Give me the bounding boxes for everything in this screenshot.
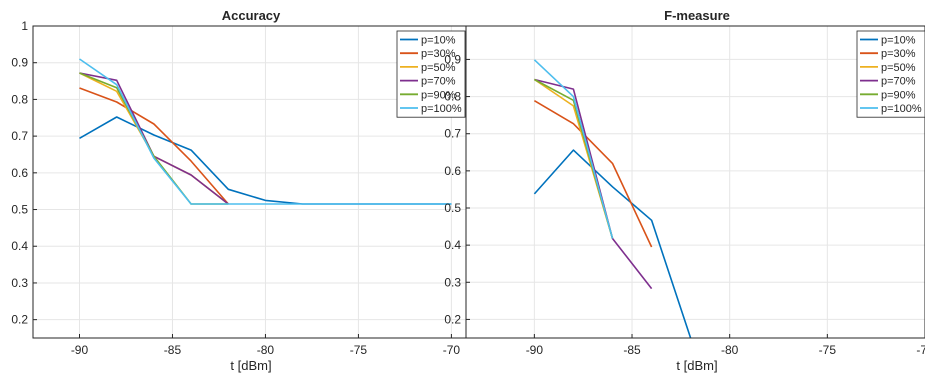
series-group <box>79 58 452 205</box>
legend: p=10%p=30% p=50% p=70%p=90% p=100% <box>856 30 925 118</box>
legend-label: p=90% <box>881 89 916 101</box>
y-tick-label: 0.9 <box>11 56 28 70</box>
legend: p=10%p=30% p=50% p=70%p=90% p=100% <box>396 30 466 118</box>
y-tick-label: 1 <box>21 19 28 33</box>
x-tick-label: -85 <box>623 343 641 357</box>
y-tick-label: 0.4 <box>11 239 28 253</box>
legend-label: p=50% <box>421 62 456 74</box>
y-tick-label: 0.2 <box>444 312 461 326</box>
legend-label: p=30% <box>881 48 916 60</box>
x-tick-label: -70 <box>916 343 925 357</box>
x-tick-label: -75 <box>350 343 368 357</box>
legend-label: p=70% <box>421 76 456 88</box>
x-axis-label: t [dBm] <box>230 358 271 373</box>
x-tick-label: -90 <box>71 343 89 357</box>
series-line <box>533 59 614 239</box>
legend-box <box>396 30 466 118</box>
series-line <box>79 87 229 205</box>
x-tick-label: -80 <box>257 343 275 357</box>
legend-label: p=70% <box>881 76 916 88</box>
y-tick-label: 0.7 <box>444 127 461 141</box>
series-line <box>533 100 653 248</box>
y-tick-label: 0.5 <box>11 203 28 217</box>
y-tick-label: 0.8 <box>444 90 461 104</box>
y-tick-label: 0.3 <box>11 276 28 290</box>
legend-label: p=90% <box>421 89 456 101</box>
plot-area <box>466 26 925 338</box>
series-line <box>79 58 452 205</box>
legend-label: p=10% <box>421 35 456 47</box>
x-tick-label: -70 <box>443 343 461 357</box>
legend-label: p=30% <box>421 48 456 60</box>
y-tick-label: 0.5 <box>444 201 461 215</box>
legend-box <box>856 30 925 118</box>
y-tick-label: 0.2 <box>11 313 28 327</box>
x-tick-label: -85 <box>164 343 182 357</box>
y-tick-label: 0.6 <box>11 166 28 180</box>
axes-box <box>465 25 925 339</box>
y-tick-label: 0.4 <box>444 238 461 252</box>
legend-label: p=100% <box>421 103 462 115</box>
series-line <box>533 149 692 338</box>
legend-label: p=100% <box>881 103 922 115</box>
legend-label: p=10% <box>881 35 916 47</box>
legend-label: p=50% <box>881 62 916 74</box>
f-measure-chart: F-measure t [dBm] -90 -85 -80 -75 -70 0.2 0.3 0… <box>444 8 925 373</box>
y-tick-label: 0.9 <box>444 52 461 66</box>
series-group <box>533 59 692 338</box>
x-axis-label: t [dBm] <box>676 358 717 373</box>
y-tick-label: 0.8 <box>11 92 28 106</box>
series-line <box>534 78 653 290</box>
y-tick-label: 0.6 <box>444 164 461 178</box>
accuracy-chart: Accuracy t [dBm] -90 -85 -80 -75 -70 0.2 0.3 0.… <box>11 8 471 373</box>
y-tick-label: 0.7 <box>11 129 28 143</box>
chart-title: Accuracy <box>222 8 281 23</box>
x-tick-label: -90 <box>526 343 544 357</box>
chart-title: F-measure <box>664 8 730 23</box>
y-tick-label: 0.3 <box>444 275 461 289</box>
x-tick-label: -75 <box>819 343 837 357</box>
x-tick-label: -80 <box>721 343 739 357</box>
